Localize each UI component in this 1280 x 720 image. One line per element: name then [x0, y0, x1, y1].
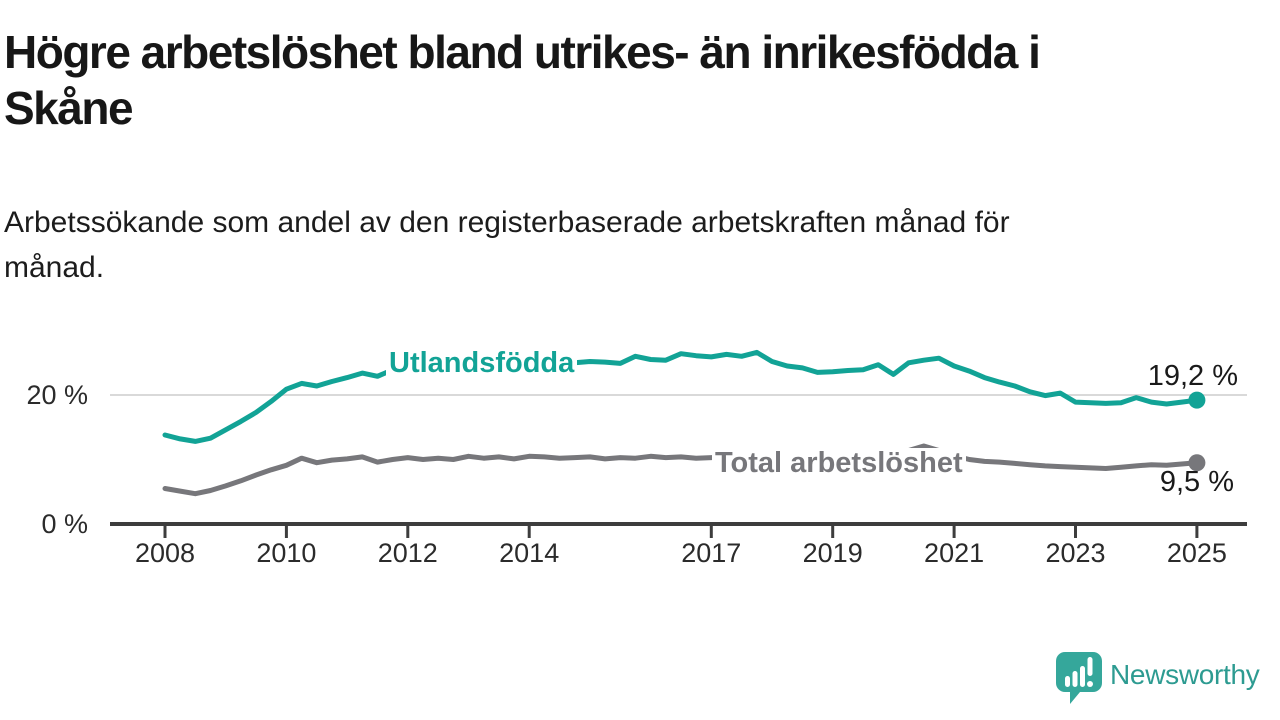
brand-name: Newsworthy: [1110, 659, 1260, 690]
x-axis-label: 2023: [1045, 538, 1106, 568]
page-title: Högre arbetslöshet bland utrikes- än inr…: [4, 24, 1274, 136]
x-axis-label: 2025: [1166, 538, 1227, 568]
chart-subtitle-line1: Arbetssökande som andel av den registerb…: [4, 206, 1010, 239]
end-value-label-utlandsfodda: 19,2 %: [1147, 360, 1238, 392]
chart-subtitle: Arbetssökande som andel av den registerb…: [4, 200, 1214, 290]
x-axis-label: 2010: [256, 538, 317, 568]
series-label-utlandsfodda: Utlandsfödda: [386, 348, 578, 378]
series-label-total-arbetsloshet: Total arbetslöshet: [712, 448, 966, 478]
x-axis-label: 2021: [924, 538, 985, 568]
x-axis-label: 2014: [499, 538, 560, 568]
x-axis-label: 2012: [377, 538, 438, 568]
y-axis-label-20: 20 %: [26, 380, 88, 410]
chart-subtitle-line2: månad.: [4, 251, 105, 284]
end-value-label-total: 9,5 %: [1159, 466, 1234, 498]
x-axis-label: 2008: [134, 538, 196, 568]
y-axis-label-0: 0 %: [41, 509, 88, 539]
x-axis-label: 2019: [802, 538, 863, 568]
page-title-line2: Skåne: [4, 82, 134, 135]
x-axis-label: 2017: [681, 538, 742, 568]
newsworthy-logo: Newsworthy: [1056, 652, 1260, 704]
newsworthy-bubble-chart-icon: [1056, 652, 1102, 704]
page-title-line1: Högre arbetslöshet bland utrikes- än inr…: [4, 26, 1041, 78]
